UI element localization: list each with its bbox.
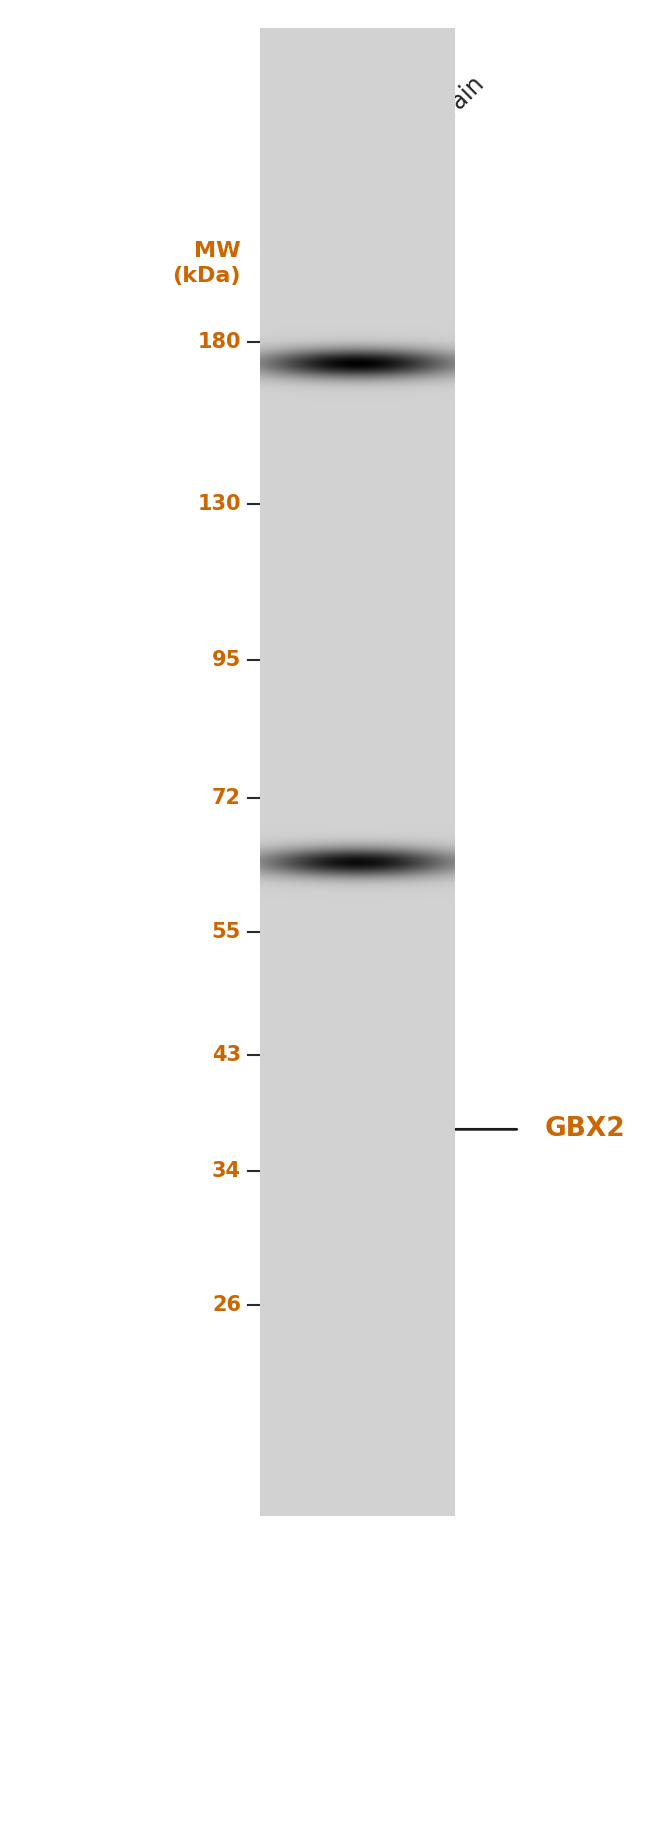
Text: 55: 55 [212,923,241,941]
Bar [427,243,434,1388]
Text: MW
(kDa): MW (kDa) [172,241,241,287]
Bar [283,243,289,1388]
Text: Mouse fetal brain: Mouse fetal brain [326,72,489,235]
Bar [283,243,434,1388]
Text: 72: 72 [212,789,241,809]
Text: 34: 34 [212,1162,241,1182]
Text: 130: 130 [198,494,241,513]
Text: 26: 26 [212,1296,241,1314]
Text: 43: 43 [212,1044,241,1064]
Text: GBX2: GBX2 [545,1116,625,1143]
Text: 95: 95 [212,651,241,669]
Text: 180: 180 [198,331,241,351]
